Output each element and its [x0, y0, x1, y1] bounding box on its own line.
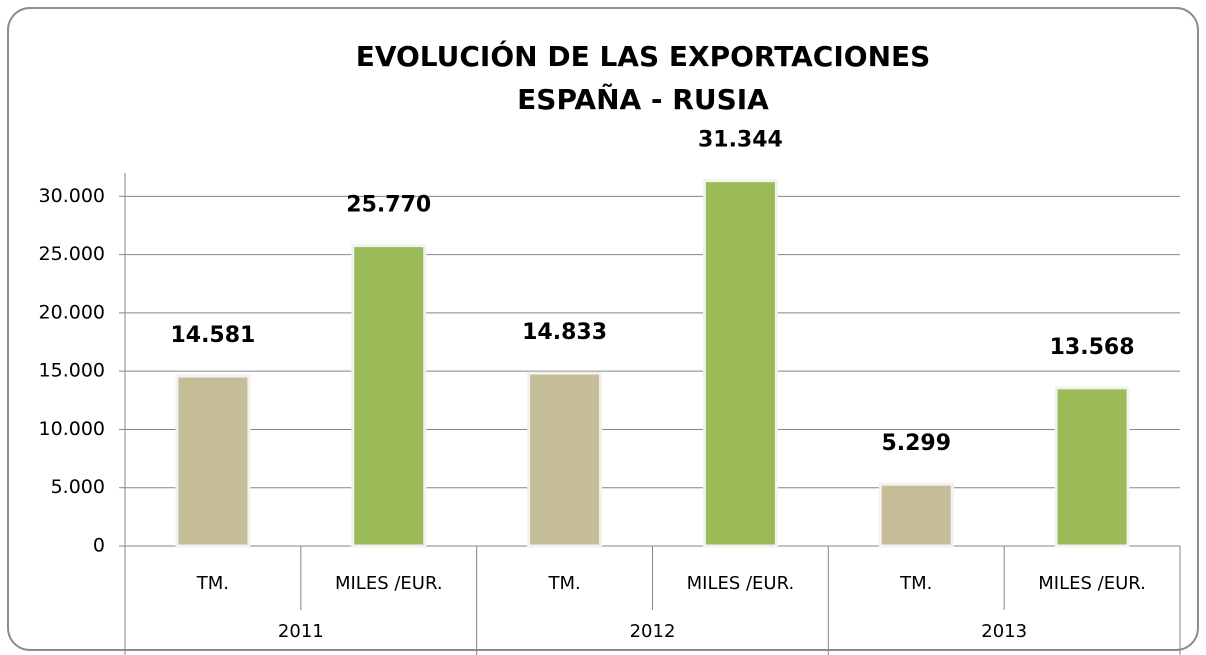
bar — [527, 371, 603, 548]
chart-title: ESPAÑA - RUSIA — [517, 82, 769, 116]
y-tick-label: 15.000 — [39, 360, 105, 382]
x-tick-label: MILES /EUR. — [1038, 573, 1146, 594]
value-label: 14.581 — [170, 323, 255, 348]
value-label: 5.299 — [881, 431, 951, 456]
bar — [702, 179, 778, 548]
x-tick-label: TM. — [547, 573, 580, 594]
y-tick-label: 0 — [93, 535, 105, 557]
x-tick-label: MILES /EUR. — [687, 573, 795, 594]
value-label: 14.833 — [522, 320, 607, 345]
y-tick-label: 5.000 — [51, 476, 105, 498]
x-tick-label: TM. — [899, 573, 932, 594]
group-label: 2013 — [981, 621, 1027, 642]
y-tick-label: 25.000 — [39, 243, 105, 265]
x-tick-label: TM. — [196, 573, 229, 594]
bar — [1054, 386, 1130, 548]
bar — [175, 374, 251, 548]
y-tick-label: 20.000 — [39, 301, 105, 323]
y-tick-label: 30.000 — [39, 185, 105, 207]
x-tick-label: MILES /EUR. — [335, 573, 443, 594]
chart-title: EVOLUCIÓN DE LAS EXPORTACIONES — [356, 39, 931, 73]
bar — [351, 244, 427, 548]
group-label: 2012 — [630, 621, 676, 642]
value-label: 31.344 — [698, 128, 783, 153]
bar — [878, 482, 954, 548]
value-label: 13.568 — [1050, 335, 1135, 360]
value-label: 25.770 — [346, 193, 431, 218]
y-tick-label: 10.000 — [39, 418, 105, 440]
group-label: 2011 — [278, 621, 324, 642]
